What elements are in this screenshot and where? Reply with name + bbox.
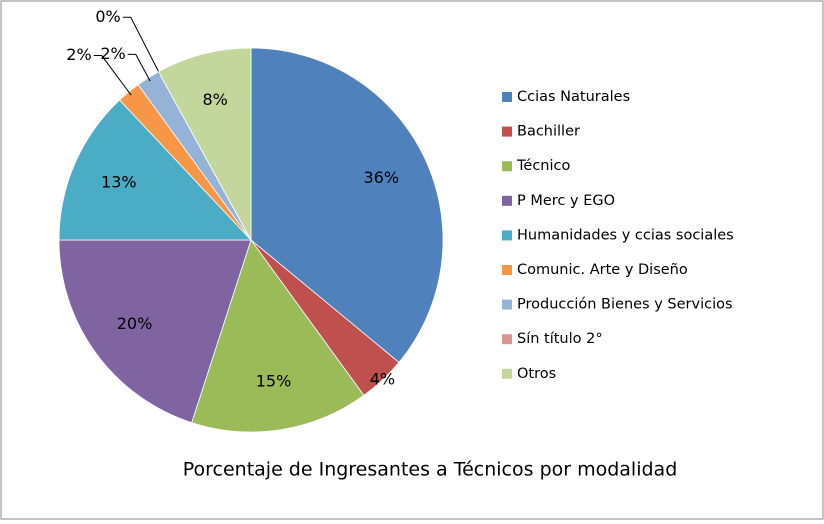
data-label: 36% (364, 168, 400, 187)
data-label: 20% (117, 314, 153, 333)
legend-label: Técnico (516, 158, 570, 174)
pie-slice (58, 99, 252, 241)
data-label: 8% (202, 90, 227, 109)
pie-slice (157, 47, 252, 241)
legend-label: Sín título 2° (517, 331, 603, 347)
legend-swatch (502, 230, 512, 241)
legend-swatch (502, 368, 512, 379)
legend-swatch (502, 161, 512, 172)
data-label: 15% (256, 372, 292, 391)
legend-swatch (502, 195, 512, 206)
pie-slice (250, 47, 444, 363)
legend-swatch (502, 334, 512, 345)
legend-label: Bachiller (517, 124, 580, 140)
data-label: 13% (101, 172, 137, 191)
legend-label: Otros (517, 366, 556, 382)
leader-line (127, 53, 151, 82)
pie-slice (58, 239, 252, 424)
legend-swatch (502, 265, 512, 275)
legend-swatch (502, 92, 512, 102)
chart-title: Porcentaje de Ingresantes a Técnicos por… (183, 459, 678, 481)
legend-swatch (502, 299, 512, 310)
legend-label: Humanidades y ccias sociales (517, 227, 734, 243)
legend-label: Comunic. Arte y Diseño (517, 262, 688, 278)
legend-label: P Merc y EGO (517, 193, 615, 209)
leader-line (122, 16, 161, 76)
data-label: 4% (370, 369, 395, 388)
leader-line (93, 55, 132, 96)
pie-slice (191, 239, 365, 433)
data-label: 2% (66, 45, 91, 64)
data-label: 2% (100, 44, 125, 63)
legend-swatch (502, 126, 512, 137)
data-label: 0% (95, 7, 120, 26)
legend-label: Producción Bienes y Servicios (517, 297, 733, 313)
legend-label: Ccias Naturales (517, 89, 630, 105)
